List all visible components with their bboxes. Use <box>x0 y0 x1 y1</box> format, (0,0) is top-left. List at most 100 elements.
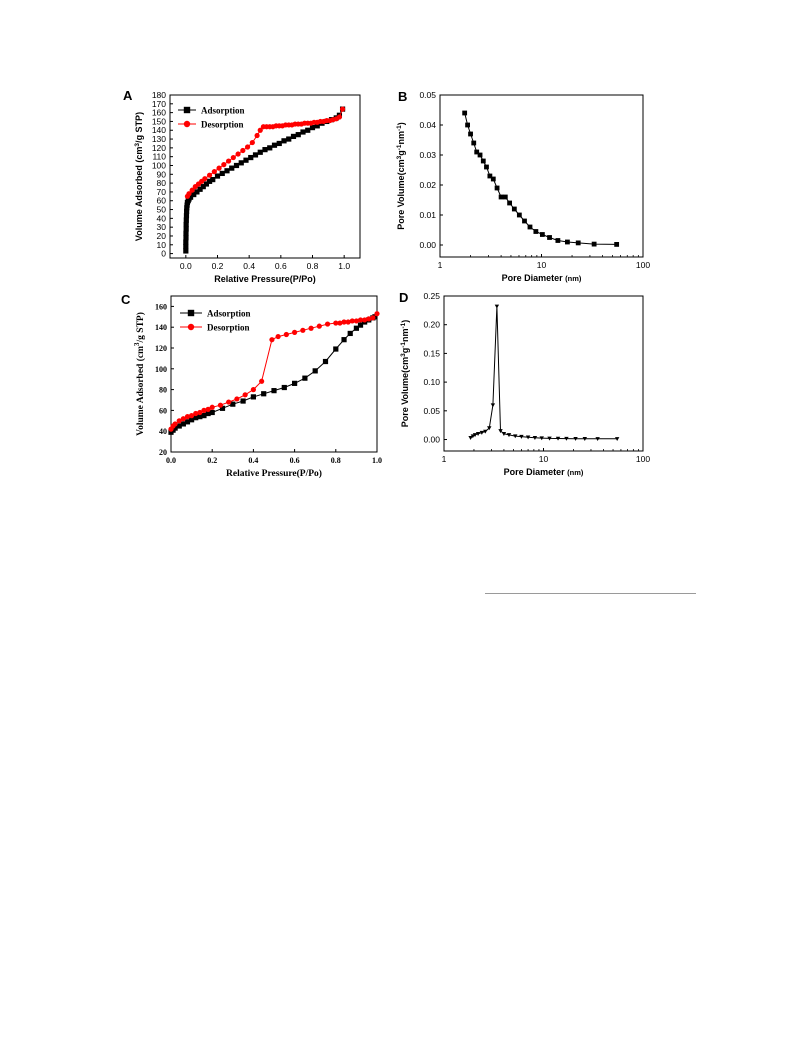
y-tick-label: 50 <box>157 205 167 215</box>
y-tick-label: 140 <box>152 125 166 135</box>
y-tick-label: 0.02 <box>419 180 436 190</box>
y-tick-label: 120 <box>152 143 166 153</box>
data-point <box>337 320 343 326</box>
legend-marker <box>183 106 191 114</box>
x-tick-label: 0.8 <box>331 456 341 465</box>
y-tick-label: 10 <box>157 240 167 250</box>
data-point <box>490 403 496 408</box>
data-point <box>305 127 311 133</box>
data-point <box>333 346 339 352</box>
data-point <box>341 319 347 325</box>
data-point <box>357 317 364 323</box>
data-point <box>194 189 200 195</box>
data-point <box>539 232 545 237</box>
data-point <box>501 432 507 436</box>
data-point <box>180 416 186 422</box>
data-point <box>494 185 500 191</box>
data-point <box>308 325 314 331</box>
series-line <box>464 112 617 245</box>
data-point <box>539 436 544 441</box>
plot-frame <box>170 295 378 453</box>
data-point <box>547 235 552 240</box>
data-point <box>183 221 189 228</box>
data-point <box>189 417 195 423</box>
series-line <box>470 306 618 440</box>
data-point <box>252 152 259 158</box>
data-point <box>300 129 306 135</box>
data-point <box>226 399 232 405</box>
data-point <box>183 217 189 223</box>
data-point <box>271 142 278 148</box>
data-point <box>286 136 292 142</box>
data-point <box>234 396 240 402</box>
data-point <box>180 421 186 427</box>
data-point <box>498 194 504 200</box>
data-point <box>357 322 364 328</box>
x-tick-label: 100 <box>636 454 650 464</box>
data-point <box>217 402 224 408</box>
data-point <box>519 434 524 439</box>
data-point <box>176 423 182 429</box>
data-point <box>206 178 213 184</box>
x-tick-label: 1.0 <box>372 456 382 465</box>
data-point <box>250 394 256 400</box>
data-point <box>248 154 254 161</box>
data-point <box>193 415 199 421</box>
data-point <box>219 170 225 177</box>
series-data <box>462 110 620 247</box>
data-point <box>257 149 263 155</box>
data-point <box>184 414 191 420</box>
data-point <box>292 329 298 335</box>
data-point <box>575 240 581 246</box>
x-tick-label: 0.0 <box>180 261 192 271</box>
data-point <box>192 184 198 190</box>
y-tick-label: 60 <box>159 406 167 415</box>
chart-panel-c: C 20 40 60 80 100 120 140 160 0.0 0.2 0.4 0.6 0.8 1.0 R… <box>121 292 382 479</box>
data-point <box>275 333 281 340</box>
data-point <box>243 157 249 163</box>
y-tick-label: 140 <box>155 323 167 332</box>
data-point <box>470 434 476 439</box>
panel-label: C <box>121 292 131 307</box>
y-tick-label: 180 <box>152 90 166 100</box>
x-tick-label: 10 <box>539 454 549 464</box>
chart-panel-b: B 0.00 0.01 0.02 0.03 0.04 0.05 1 10 100 Pore Diam… <box>396 89 651 283</box>
data-point <box>261 391 267 397</box>
data-point <box>233 162 240 169</box>
data-point <box>260 124 267 130</box>
x-tick-label: 0.4 <box>243 261 255 271</box>
data-point <box>183 248 189 254</box>
x-tick-label: 10 <box>537 260 547 270</box>
y-tick-label: 0.15 <box>423 348 440 358</box>
x-tick-label: 1 <box>438 260 443 270</box>
data-point <box>555 436 561 441</box>
x-tick-label: 0.2 <box>207 456 217 465</box>
data-point <box>324 321 331 327</box>
y-tick-label: 0.04 <box>419 120 436 130</box>
y-tick-label: 0.25 <box>423 291 440 301</box>
data-point <box>316 323 322 329</box>
legend-label: Adsorption <box>207 309 251 319</box>
data-point <box>221 162 227 168</box>
plot-frame <box>443 295 644 452</box>
data-point <box>259 378 265 384</box>
panel-label: D <box>399 290 408 305</box>
y-tick-label: 0 <box>161 249 166 259</box>
y-tick-label: 0.00 <box>423 435 440 445</box>
data-point <box>614 242 620 247</box>
data-point <box>216 165 222 171</box>
x-axis-label: Pore Diameter (nm) <box>504 467 584 477</box>
data-point <box>295 132 301 138</box>
y-tick-label: 0.03 <box>419 150 436 160</box>
data-point <box>205 410 211 417</box>
data-point <box>262 147 268 153</box>
data-point <box>513 434 518 439</box>
x-tick-label: 0.0 <box>166 456 176 465</box>
data-point <box>362 317 368 323</box>
data-point <box>522 218 527 224</box>
y-tick-label: 160 <box>152 108 166 118</box>
y-tick-label: 160 <box>155 302 167 311</box>
y-tick-label: 90 <box>157 169 167 179</box>
x-tick-label: 0.6 <box>290 456 300 465</box>
